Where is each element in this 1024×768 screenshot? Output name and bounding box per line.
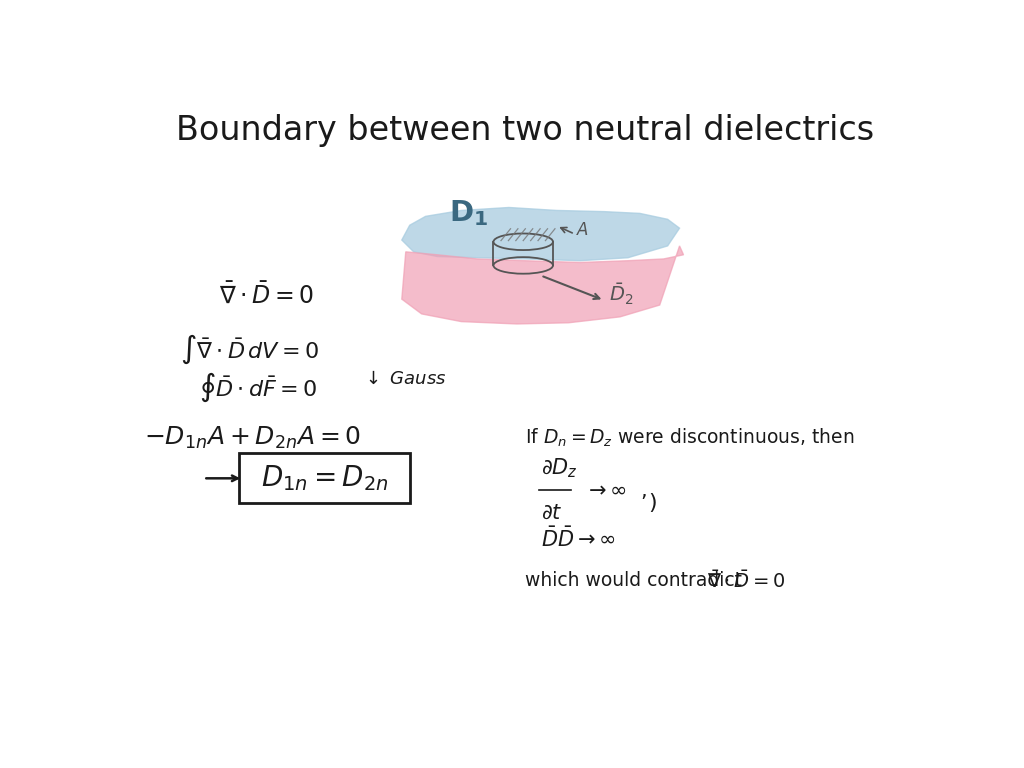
Text: $-D_{1n}A + D_{2n}A = 0$: $-D_{1n}A + D_{2n}A = 0$ bbox=[143, 425, 361, 452]
Text: $\partial t$: $\partial t$ bbox=[541, 503, 562, 523]
Text: $\bar{\nabla} \cdot \bar{D} = 0$: $\bar{\nabla} \cdot \bar{D} = 0$ bbox=[708, 570, 786, 591]
Text: $\oint \bar{D} \cdot d\bar{F} = 0$: $\oint \bar{D} \cdot d\bar{F} = 0$ bbox=[200, 371, 317, 405]
Text: $\mathbf{D_1}$: $\mathbf{D_1}$ bbox=[450, 198, 488, 228]
FancyBboxPatch shape bbox=[239, 453, 410, 503]
Text: $D_{1n} = D_{2n}$: $D_{1n} = D_{2n}$ bbox=[260, 463, 388, 493]
Polygon shape bbox=[401, 207, 680, 260]
Text: A: A bbox=[578, 220, 589, 239]
Text: If $D_n = D_z$ were discontinuous, then: If $D_n = D_z$ were discontinuous, then bbox=[524, 427, 854, 449]
Text: $\bar{D}\bar{D} \rightarrow \infty$: $\bar{D}\bar{D} \rightarrow \infty$ bbox=[541, 527, 615, 551]
Text: $\bar{\nabla} \cdot \bar{D} = 0$: $\bar{\nabla} \cdot \bar{D} = 0$ bbox=[219, 283, 314, 310]
Text: $\downarrow$ Gauss: $\downarrow$ Gauss bbox=[362, 370, 446, 388]
Text: ): ) bbox=[648, 493, 656, 513]
Text: $\int \bar{\nabla} \cdot \bar{D}\, dV = 0$: $\int \bar{\nabla} \cdot \bar{D}\, dV = … bbox=[179, 333, 318, 366]
Text: $\partial D_z$: $\partial D_z$ bbox=[541, 456, 578, 479]
Text: which would contradict: which would contradict bbox=[524, 571, 741, 590]
Polygon shape bbox=[401, 246, 684, 324]
Text: $\bar{D}_2$: $\bar{D}_2$ bbox=[609, 282, 634, 307]
Text: Boundary between two neutral dielectrics: Boundary between two neutral dielectrics bbox=[176, 114, 873, 147]
Text: $\rightarrow \infty$  ,: $\rightarrow \infty$ , bbox=[585, 482, 647, 502]
